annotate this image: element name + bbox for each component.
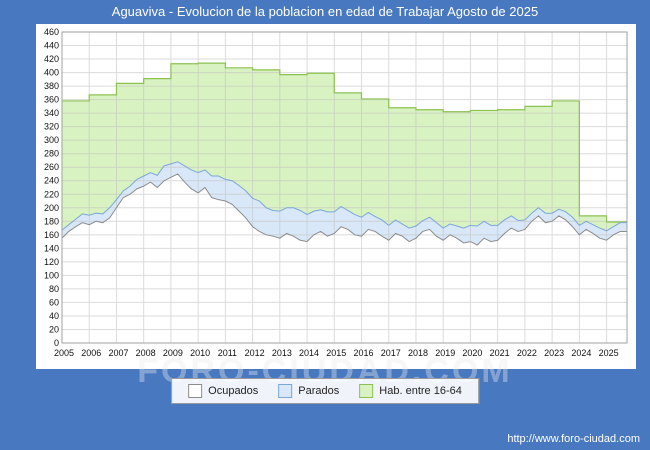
svg-text:2021: 2021 xyxy=(490,348,510,358)
svg-text:180: 180 xyxy=(44,216,59,226)
svg-text:2008: 2008 xyxy=(136,348,156,358)
svg-text:460: 460 xyxy=(44,27,59,37)
svg-text:2011: 2011 xyxy=(218,348,237,358)
svg-text:160: 160 xyxy=(44,230,59,240)
plot-border xyxy=(61,31,628,344)
svg-text:420: 420 xyxy=(44,54,59,64)
svg-text:40: 40 xyxy=(49,311,59,321)
legend-swatch-parados xyxy=(278,384,293,398)
svg-text:2007: 2007 xyxy=(108,348,128,358)
footer-url: http://www.foro-ciudad.com xyxy=(507,433,640,445)
svg-text:2016: 2016 xyxy=(354,348,374,358)
line-parados xyxy=(61,161,627,232)
svg-text:240: 240 xyxy=(44,176,59,186)
svg-text:0: 0 xyxy=(54,338,59,348)
y-axis-labels: 0 20 40 60 80 100 120 140 160 180 200 220 240 260 280 3… xyxy=(44,27,59,348)
svg-text:300: 300 xyxy=(44,135,59,145)
svg-text:380: 380 xyxy=(44,81,59,91)
legend-label-hab: Hab. entre 16-64 xyxy=(379,385,462,397)
svg-text:2005: 2005 xyxy=(54,348,74,358)
svg-text:2023: 2023 xyxy=(544,348,564,358)
chart-title: Aguaviva - Evolucion de la poblacion en … xyxy=(111,4,539,19)
svg-text:140: 140 xyxy=(44,243,59,253)
legend-label-ocupados: Ocupados xyxy=(208,385,259,397)
svg-text:60: 60 xyxy=(49,297,59,307)
svg-text:400: 400 xyxy=(44,68,59,78)
line-hab xyxy=(62,62,627,223)
svg-text:320: 320 xyxy=(44,122,59,132)
area-ocupados xyxy=(62,173,627,343)
svg-text:2006: 2006 xyxy=(81,348,101,358)
svg-text:20: 20 xyxy=(49,324,59,334)
legend-swatch-ocupados xyxy=(188,384,203,398)
line-ocupados xyxy=(61,173,627,246)
svg-text:2009: 2009 xyxy=(163,348,183,358)
svg-text:2015: 2015 xyxy=(326,348,346,358)
svg-text:2010: 2010 xyxy=(190,348,210,358)
legend-item-parados: Parados xyxy=(278,384,339,398)
svg-text:200: 200 xyxy=(44,203,59,213)
svg-text:440: 440 xyxy=(44,41,59,51)
plot-canvas: 0 20 40 60 80 100 120 140 160 180 200 220 240 260 280 3… xyxy=(44,27,628,358)
svg-text:2025: 2025 xyxy=(599,348,619,358)
svg-text:2022: 2022 xyxy=(517,348,537,358)
svg-text:280: 280 xyxy=(44,149,59,159)
svg-text:2012: 2012 xyxy=(245,348,265,358)
legend-item-ocupados: Ocupados xyxy=(188,384,258,398)
svg-text:2019: 2019 xyxy=(435,348,455,358)
svg-text:340: 340 xyxy=(44,108,59,118)
legend: Ocupados Parados Hab. entre 16-64 xyxy=(171,378,479,404)
svg-text:2024: 2024 xyxy=(571,348,591,358)
svg-text:220: 220 xyxy=(44,189,59,199)
legend-item-hab: Hab. entre 16-64 xyxy=(359,384,462,398)
legend-swatch-hab xyxy=(359,384,374,398)
svg-text:80: 80 xyxy=(49,284,59,294)
plot-panel: 0 20 40 60 80 100 120 140 160 180 200 220 240 260 280 3… xyxy=(36,24,636,369)
svg-text:2018: 2018 xyxy=(408,348,428,358)
svg-text:2013: 2013 xyxy=(272,348,292,358)
svg-text:2014: 2014 xyxy=(299,348,319,358)
x-axis-labels: 2005 2006 2007 2008 2009 2010 2011 2012 2013 2014… xyxy=(54,348,619,358)
legend-label-parados: Parados xyxy=(298,385,340,397)
svg-text:360: 360 xyxy=(44,95,59,105)
svg-text:260: 260 xyxy=(44,162,59,172)
svg-text:2017: 2017 xyxy=(381,348,401,358)
svg-text:100: 100 xyxy=(44,270,59,280)
svg-text:120: 120 xyxy=(44,257,59,267)
svg-text:2020: 2020 xyxy=(462,348,482,358)
